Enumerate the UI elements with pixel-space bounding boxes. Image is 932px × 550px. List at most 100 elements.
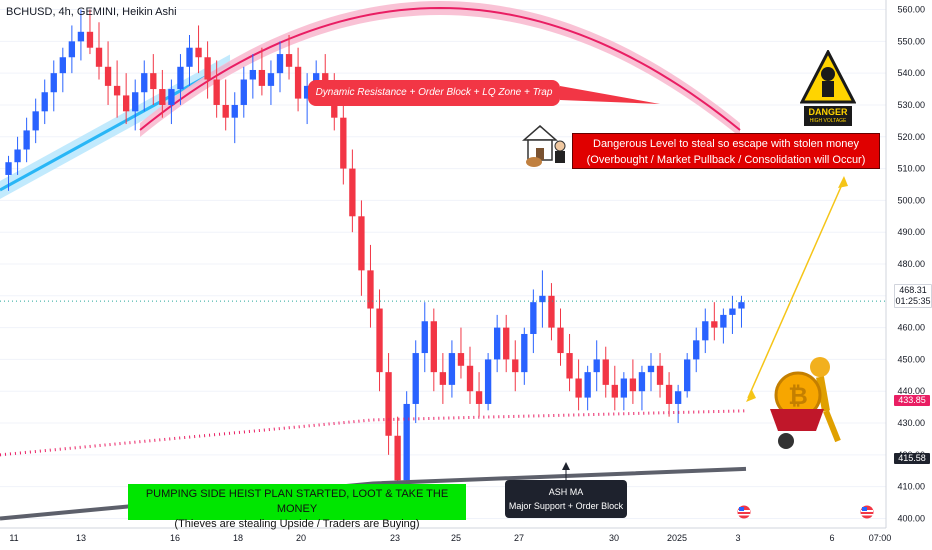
candle-body: [720, 314, 727, 328]
candle-body: [213, 79, 220, 105]
candle-body: [195, 47, 202, 58]
price-tick-label: 510.00: [897, 164, 925, 174]
candle-body: [159, 89, 166, 105]
price-tick-label: 500.00: [897, 195, 925, 205]
resistance-text: Dynamic Resistance + Order Block + LQ Zo…: [315, 87, 553, 124]
candle-body: [439, 372, 447, 385]
time-tick-label: 23: [390, 533, 400, 543]
candle-body: [358, 216, 365, 271]
price-axis[interactable]: 400.00410.00420.00430.00440.00450.00460.…: [897, 5, 925, 524]
candle-body: [503, 327, 510, 360]
danger-box: Dangerous Level to steal so escape with …: [572, 133, 880, 169]
time-tick-label: 13: [76, 533, 86, 543]
warning-triangle-icon: [799, 48, 857, 126]
us-flag-icon[interactable]: [737, 505, 751, 519]
candle-body: [466, 365, 474, 392]
candle-body: [539, 295, 546, 303]
us-flag-icon[interactable]: [860, 505, 874, 519]
candle-body: [448, 353, 456, 385]
danger-line-1: Dangerous Level to steal so escape with …: [593, 138, 859, 150]
arrowhead-icon: [746, 390, 756, 402]
danger-sign: DANGER HIGH VOLTAGE: [799, 48, 857, 130]
candle-body: [113, 85, 121, 96]
candle-body: [674, 391, 682, 404]
price-tick-label: 520.00: [897, 132, 925, 142]
pink-band: [140, 1, 740, 137]
candle-body: [258, 69, 266, 86]
danger-sign-sub: HIGH VOLTAGE: [809, 118, 847, 124]
candle-body: [475, 391, 483, 404]
heist-line-1: PUMPING SIDE HEIST PLAN STARTED, LOOT & …: [145, 488, 449, 515]
candle-body: [484, 359, 492, 404]
ash-pointer-head: [562, 462, 570, 470]
last-price-badge: 468.31 01:25:35: [894, 284, 932, 308]
pink-band-line: [139, 6, 741, 131]
price-tick-label: 530.00: [897, 100, 925, 110]
candle-body: [729, 308, 736, 315]
candle-body: [521, 333, 528, 373]
price-tick-label: 450.00: [897, 354, 925, 364]
candle-body: [530, 302, 537, 334]
candle-body: [367, 270, 374, 309]
candle-body: [412, 353, 419, 404]
price-tick-label: 490.00: [897, 227, 925, 237]
price-tick-label: 550.00: [897, 36, 925, 46]
candle-body: [457, 353, 465, 366]
pink-ma-badge: 433.85: [894, 395, 930, 406]
candle-body: [285, 54, 293, 67]
time-tick-label: 30: [609, 533, 619, 543]
time-axis[interactable]: 11 13 16 18 20 23 25 27 30 2025 3 6 07:00: [9, 533, 891, 543]
candle-body: [222, 104, 229, 118]
svg-text:₿: ₿: [788, 383, 808, 410]
last-price-value: 468.31: [899, 285, 927, 295]
thief-house-icon: [522, 125, 566, 167]
candle-body: [249, 69, 257, 80]
candle-body: [294, 66, 302, 99]
price-tick-label: 460.00: [897, 323, 925, 333]
time-tick-label: 18: [233, 533, 243, 543]
candle-body: [50, 73, 57, 93]
candle-body: [575, 378, 582, 398]
price-tick-label: 430.00: [897, 418, 925, 428]
heist-line-2: (Thieves are stealing Upside / Traders a…: [174, 518, 420, 530]
candle-body: [86, 31, 94, 48]
candle-body: [168, 89, 175, 105]
ash-ma-box: ASH MA Major Support + Order Block: [505, 480, 627, 518]
candle-body: [602, 359, 609, 385]
time-tick-label: 20: [296, 533, 306, 543]
candle-body: [593, 359, 600, 373]
candle-body: [656, 365, 664, 385]
candle-body: [693, 340, 700, 360]
candle-body: [394, 435, 401, 481]
candle-body: [638, 372, 646, 392]
chart-header: BCHUSD, 4h, GEMINI, Heikin Ashi: [6, 6, 177, 18]
candle-body: [32, 111, 39, 131]
candle-body: [557, 327, 564, 354]
blue-band-line: [0, 62, 231, 192]
candle-body: [5, 162, 12, 175]
candle-body: [584, 372, 591, 398]
price-tick-label: 480.00: [897, 259, 925, 269]
candle-body: [95, 47, 103, 67]
time-tick-label: 2025: [667, 533, 687, 543]
candle-body: [349, 168, 356, 217]
candle-body: [14, 149, 21, 163]
price-tick-label: 440.00: [897, 386, 925, 396]
price-tick-label: 410.00: [897, 482, 925, 492]
candle-body: [204, 57, 211, 80]
candle-body: [430, 321, 437, 373]
bitcoin-wheelbarrow-icon: ₿: [770, 357, 841, 449]
candle-body: [376, 308, 383, 373]
gray-ma-badge: 415.58: [894, 453, 930, 464]
candle-body: [738, 302, 745, 309]
candle-body: [104, 66, 112, 86]
time-tick-label: 16: [170, 533, 180, 543]
candle-body: [59, 57, 66, 74]
candle-body: [186, 47, 193, 67]
ash-ma-title: ASH MA: [548, 487, 584, 497]
target-arrow-up: [747, 179, 845, 399]
candle-body: [141, 73, 148, 93]
overlay-marks: [0, 86, 886, 480]
time-tick-label: 3: [735, 533, 740, 543]
candle-body: [122, 95, 130, 112]
